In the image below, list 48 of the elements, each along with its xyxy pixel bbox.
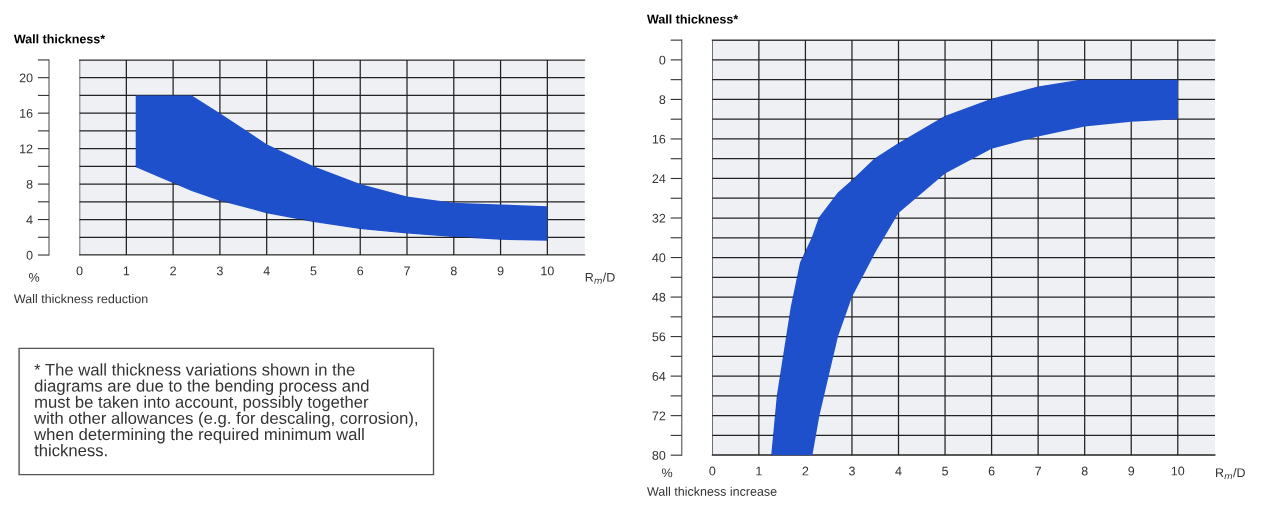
y-tick-label: 4	[26, 215, 33, 225]
x-tick-label: 1	[756, 466, 762, 476]
y-tick-label: 12	[20, 144, 33, 154]
y-axis-title: %	[661, 468, 673, 478]
x-tick-label: 2	[802, 466, 809, 476]
text: * The wall thickness variations shown in the diagrams are due to the bending process and must be taken into account, possibly together with other allowances (e.g. for descaling, corrosion), when determining the required minimum wall thickness.	[34, 363, 418, 457]
y-tick-label: 24	[652, 174, 666, 184]
x-tick-label: 9	[1128, 466, 1135, 476]
x-tick-label: 5	[942, 466, 948, 476]
y-tick-label: 20	[19, 73, 33, 83]
x-tick-label: 5	[310, 266, 317, 276]
chart-title: Wall thickness*	[13, 34, 106, 44]
text: Wall thickness increase	[647, 486, 777, 496]
y-tick-label: 72	[652, 411, 666, 421]
x-tick-label: 0	[76, 266, 83, 276]
y-tick-label: 8	[26, 179, 33, 189]
x-tick-label: 4	[263, 266, 270, 276]
y-tick-label: 80	[652, 450, 666, 460]
x-axis-title: R$_{m}$/D	[1216, 467, 1245, 480]
x-tick-label: 9	[497, 266, 504, 276]
x-tick-label: 8	[450, 266, 457, 276]
y-tick-label: 0	[659, 55, 666, 65]
x-tick-label: 10	[1171, 466, 1185, 476]
x-tick-label: 8	[1081, 466, 1088, 476]
y-tick-label: 16	[20, 108, 33, 118]
y-tick-label: 64	[652, 371, 666, 381]
x-tick-label: 10	[541, 266, 554, 276]
x-tick-label: 0	[709, 466, 716, 476]
y-tick-label: 40	[652, 253, 666, 263]
y-tick-label: 8	[659, 95, 666, 105]
x-tick-label: 7	[1035, 466, 1041, 476]
x-tick-label: 3	[848, 466, 855, 476]
x-axis-title: R$_{m}$/D	[585, 272, 615, 284]
x-tick-label: 2	[170, 266, 176, 276]
x-tick-label: 4	[895, 466, 902, 476]
x-tick-label: 6	[988, 466, 995, 476]
y-axis-title: %	[28, 272, 40, 282]
chart-title: Wall thickness*	[647, 14, 739, 24]
x-tick-label: 6	[357, 266, 364, 276]
y-tick-label: 32	[652, 213, 666, 223]
x-tick-label: 7	[404, 266, 410, 276]
x-tick-label: 1	[123, 266, 130, 276]
y-tick-label: 48	[652, 292, 666, 302]
text: Wall thickness reduction	[13, 294, 148, 304]
y-tick-label: 56	[652, 332, 666, 342]
y-tick-label: 0	[26, 250, 33, 260]
x-tick-label: 3	[216, 266, 223, 276]
y-tick-label: 16	[652, 134, 666, 144]
